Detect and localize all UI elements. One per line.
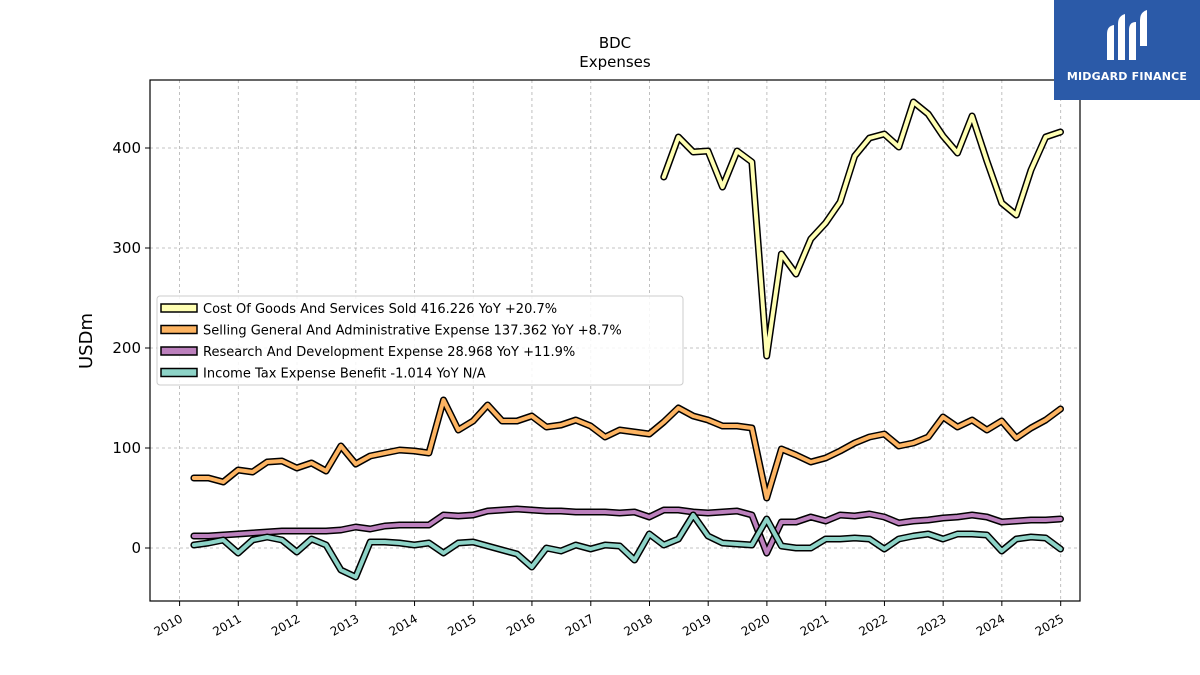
series-line bbox=[191, 398, 1063, 500]
series-1 bbox=[190, 396, 1064, 502]
legend-box bbox=[156, 295, 684, 386]
series-line bbox=[191, 507, 1063, 555]
midgard-m-logo-icon bbox=[1107, 10, 1147, 60]
y-tick-label: 200 bbox=[112, 339, 141, 357]
series-2 bbox=[190, 505, 1064, 557]
legend-swatch bbox=[160, 303, 198, 313]
chart-title: BDC bbox=[599, 34, 631, 52]
y-tick-label: 100 bbox=[112, 439, 141, 457]
y-tick-label: 300 bbox=[112, 239, 141, 257]
y-tick-label: 400 bbox=[112, 139, 141, 157]
legend-swatch bbox=[160, 324, 198, 335]
legend-entry: Selling General And Administrative Expen… bbox=[203, 324, 622, 339]
series-line bbox=[661, 100, 1063, 358]
series-0 bbox=[660, 98, 1064, 360]
legend: Cost Of Goods And Services Sold 416.226 … bbox=[156, 295, 684, 386]
logo-text: MIDGARD FINANCE bbox=[1066, 70, 1188, 83]
chart-subtitle: Expenses bbox=[579, 53, 651, 71]
plot-frame bbox=[149, 79, 1081, 602]
y-tick-label: 0 bbox=[131, 539, 141, 557]
y-axis-label: USDm bbox=[76, 313, 97, 369]
legend-swatch bbox=[160, 346, 198, 356]
series-line bbox=[191, 513, 1063, 579]
series-lines bbox=[190, 98, 1064, 581]
legend-entry: Cost Of Goods And Services Sold 416.226 … bbox=[203, 302, 557, 317]
legend-swatch bbox=[160, 367, 198, 378]
series-3 bbox=[190, 511, 1064, 581]
midgard-finance-logo: MIDGARD FINANCE bbox=[1054, 0, 1200, 100]
legend-entry: Income Tax Expense Benefit -1.014 YoY N/… bbox=[203, 367, 486, 382]
legend-entry: Research And Development Expense 28.968 … bbox=[203, 345, 575, 360]
